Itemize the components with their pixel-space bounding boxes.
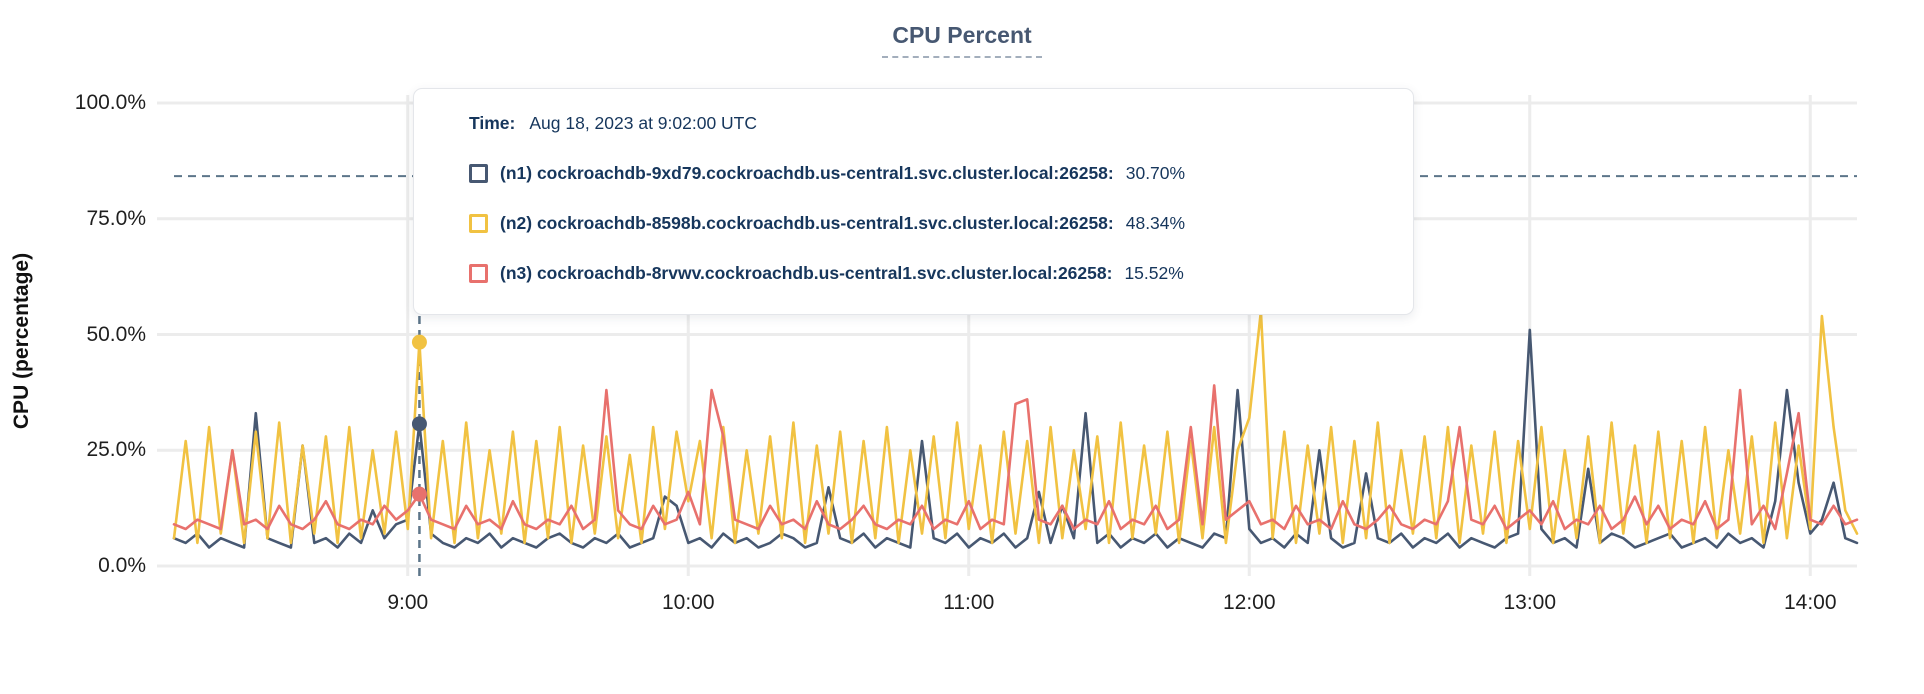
x-tick-12:00: 12:00 <box>1222 591 1276 614</box>
x-tick-10:00: 10:00 <box>661 591 715 614</box>
tooltip-n2-label: (n2) cockroachdb-8598b.cockroachdb.us-ce… <box>500 212 1114 233</box>
hover-dot-n2 <box>411 334 427 350</box>
series-n3-line <box>172 384 1859 531</box>
x-tick-13:00: 13:00 <box>1503 591 1557 614</box>
tooltip-n1-label: (n1) cockroachdb-9xd79.cockroachdb.us-ce… <box>500 162 1114 183</box>
x-tick-11:00: 11:00 <box>943 591 995 614</box>
y-tick-100.0%: 100.0% <box>74 91 146 114</box>
series-n3-swatch-icon <box>469 263 488 283</box>
tooltip-row-n2: (n2) cockroachdb-8598b.cockroachdb.us-ce… <box>469 198 1393 248</box>
series-n2-line <box>172 309 1859 545</box>
tooltip-row-n3: (n3) cockroachdb-8rvwv.cockroachdb.us-ce… <box>469 248 1393 298</box>
y-tick-50.0%: 50.0% <box>86 322 146 346</box>
y-tick-75.0%: 75.0% <box>86 206 146 230</box>
series-n2-swatch-icon <box>469 213 488 233</box>
tooltip-time-row: Time: Aug 18, 2023 at 9:02:00 UTC <box>469 113 1393 134</box>
tooltip-time-value: Aug 18, 2023 at 9:02:00 UTC <box>529 113 758 133</box>
series-n1-line <box>172 328 1859 549</box>
tooltip-time-label: Time: <box>469 113 516 133</box>
hover-dot-n1 <box>411 416 427 432</box>
y-tick-25.0%: 25.0% <box>86 438 146 462</box>
tooltip-n1-value: 30.70% <box>1125 162 1186 183</box>
tooltip-n2-value: 48.34% <box>1125 212 1186 233</box>
y-tick-0.0%: 0.0% <box>98 554 146 577</box>
x-tick-9:00: 9:00 <box>387 591 429 614</box>
tooltip-n3-label: (n3) cockroachdb-8rvwv.cockroachdb.us-ce… <box>500 262 1113 283</box>
hover-tooltip: Time: Aug 18, 2023 at 9:02:00 UTC (n1) co… <box>413 88 1414 315</box>
series-n1-swatch-icon <box>469 163 488 183</box>
tooltip-n3-value: 15.52% <box>1124 262 1184 283</box>
tooltip-row-n1: (n1) cockroachdb-9xd79.cockroachdb.us-ce… <box>469 148 1393 198</box>
hover-dot-n3 <box>411 486 427 502</box>
x-tick-14:00: 14:00 <box>1783 591 1837 614</box>
y-axis-label: CPU (percentage) <box>10 252 33 430</box>
